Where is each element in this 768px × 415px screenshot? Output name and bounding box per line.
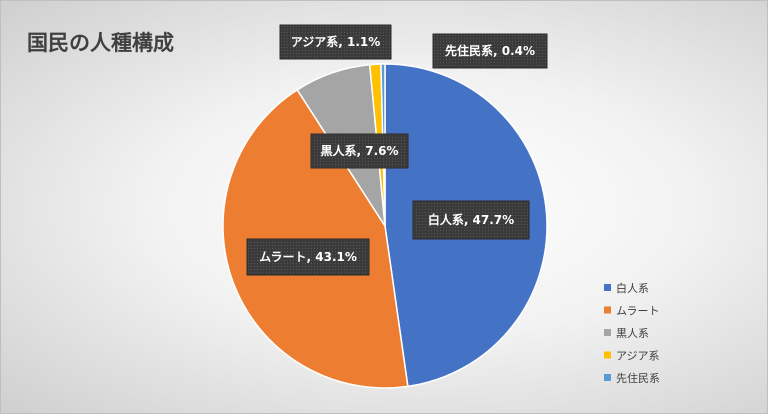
legend-swatch	[604, 329, 611, 336]
legend-entry: ムラート	[616, 305, 659, 318]
legend-swatch	[604, 284, 611, 291]
legend-swatch	[604, 374, 611, 381]
legend-entry: アジア系	[616, 350, 660, 363]
data-label-box	[432, 33, 548, 69]
data-label-box	[246, 238, 370, 276]
legend-swatch	[604, 306, 611, 314]
data-label-box	[412, 200, 530, 240]
data-label: 先住民系, 0.4%	[445, 43, 535, 58]
legend-entry: 白人系	[616, 281, 649, 295]
data-label-box	[310, 133, 409, 169]
data-label: アジア系, 1.1%	[291, 34, 381, 49]
data-label-box	[279, 24, 392, 60]
data-label: ムラート, 43.1%	[259, 250, 357, 264]
legend-swatch	[604, 351, 611, 359]
legend-entry: 黒人系	[616, 327, 649, 340]
legend-entry: 先住民系	[616, 371, 660, 385]
data-label: 黒人系, 7.6%	[320, 143, 398, 158]
data-label: 白人系, 47.7%	[428, 212, 514, 227]
chart-title: 国民の人種構成	[27, 31, 174, 55]
